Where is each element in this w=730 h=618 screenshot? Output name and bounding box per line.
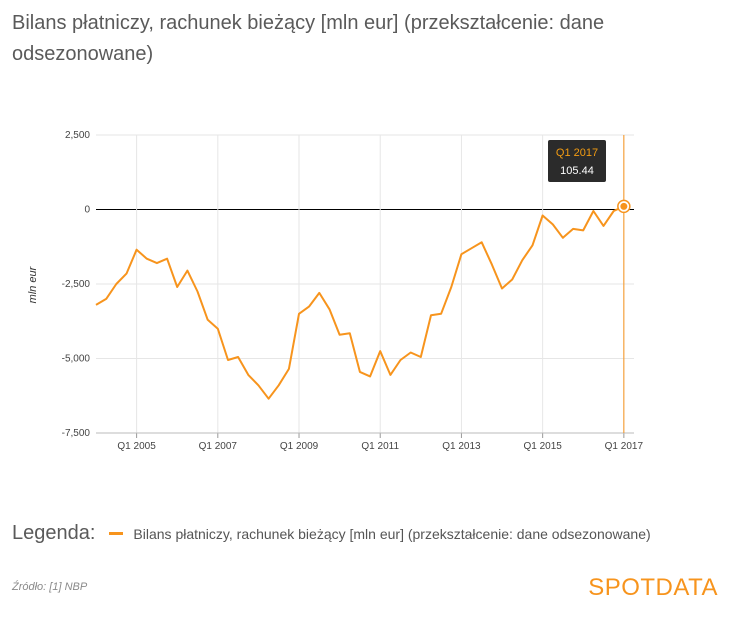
tooltip-box	[548, 140, 606, 182]
grid-layer	[96, 134, 634, 434]
x-tick-label: Q1 2007	[199, 441, 238, 452]
y-tick-label: -7,500	[62, 428, 91, 439]
highlight-point	[620, 202, 628, 210]
legend-title: Legenda:	[12, 522, 96, 544]
legend-series-label[interactable]: Bilans płatniczy, rachunek bieżący [mln …	[133, 525, 651, 542]
tooltip-date: Q1 2017	[556, 147, 598, 159]
axis-layer: 2,500 0 -2,500 -5,000 -7,500 Q1 2005 Q1 2007 Q1…	[62, 130, 644, 452]
tooltip-value: 105.44	[560, 165, 594, 177]
brand-logo: SPOTDATA	[588, 574, 718, 601]
x-tick-label: Q1 2005	[117, 441, 156, 452]
legend: Legenda: Bilans płatniczy, rachunek bież…	[12, 522, 651, 545]
legend-swatch-icon	[109, 532, 124, 535]
y-tick-label: 2,500	[65, 130, 90, 141]
x-tick-label: Q1 2017	[605, 441, 644, 452]
y-tick-label: -2,500	[62, 279, 91, 290]
source-note: Źródło: [1] NBP	[12, 581, 88, 593]
chart-title: Bilans płatniczy, rachunek bieżący [mln …	[12, 12, 605, 65]
x-tick-label: Q1 2009	[280, 441, 319, 452]
series-layer	[95, 135, 631, 433]
x-tick-label: Q1 2013	[442, 441, 481, 452]
tooltip: Q1 2017 105.44	[548, 140, 606, 182]
y-tick-label: 0	[84, 205, 90, 216]
line-chart: 2,500 0 -2,500 -5,000 -7,500 Q1 2005 Q1 2007 Q1…	[27, 130, 644, 452]
series-line	[95, 205, 625, 400]
y-tick-label: -5,000	[62, 354, 91, 365]
x-tick-label: Q1 2011	[361, 441, 399, 452]
y-axis-label: mln eur	[27, 265, 39, 303]
x-tick-label: Q1 2015	[523, 441, 562, 452]
